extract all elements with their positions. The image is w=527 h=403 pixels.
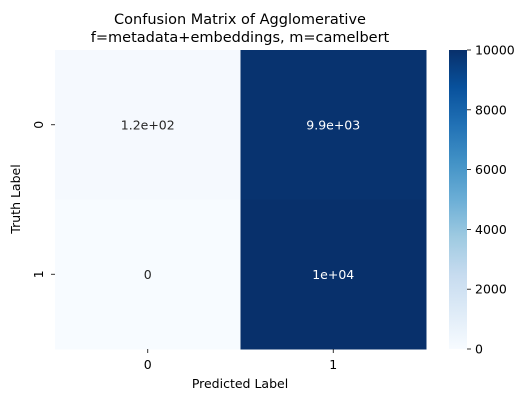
heatmap-cell-r0-c1 — [240, 50, 427, 200]
x-axis-label: Predicted Label — [192, 376, 288, 391]
x-tick-label-1: 1 — [329, 357, 337, 372]
y-axis-ticks: 01 — [31, 121, 55, 278]
heatmap-cells — [55, 50, 427, 350]
colorbar-tick-label-4: 8000 — [475, 102, 507, 117]
y-tick-label-0: 0 — [31, 121, 46, 129]
y-tick-label-1: 1 — [31, 270, 46, 278]
colorbar-tick-label-0: 0 — [475, 342, 483, 357]
cell-value-label-r0-c0: 1.2e+02 — [121, 117, 175, 132]
heatmap-cell-r0-c0 — [55, 50, 241, 200]
chart-title-line-1: Confusion Matrix of Agglomerative — [114, 12, 366, 28]
heatmap-cell-r1-c0 — [55, 199, 241, 350]
colorbar — [449, 50, 467, 349]
cell-value-label-r1-c1: 1e+04 — [312, 267, 354, 282]
cell-value-label-r0-c1: 9.9e+03 — [306, 117, 360, 132]
colorbar-tick-label-1: 2000 — [475, 282, 507, 297]
y-axis-label: Truth Label — [8, 164, 23, 234]
colorbar-tick-label-5: 10000 — [475, 43, 515, 58]
cell-value-label-r1-c0: 0 — [144, 267, 152, 282]
colorbar-tick-label-3: 6000 — [475, 162, 507, 177]
heatmap-cell-r1-c1 — [240, 199, 427, 350]
x-tick-label-0: 0 — [144, 357, 152, 372]
colorbar-ticks: 0 2000 4000 6000 8000 10000 — [467, 43, 515, 357]
chart-title-line-2: f=metadata+embeddings, m=camelbert — [91, 30, 390, 46]
colorbar-tick-label-2: 4000 — [475, 222, 507, 237]
heatmap-cell-labels: 1.2e+02 9.9e+03 0 1e+04 — [121, 117, 360, 282]
